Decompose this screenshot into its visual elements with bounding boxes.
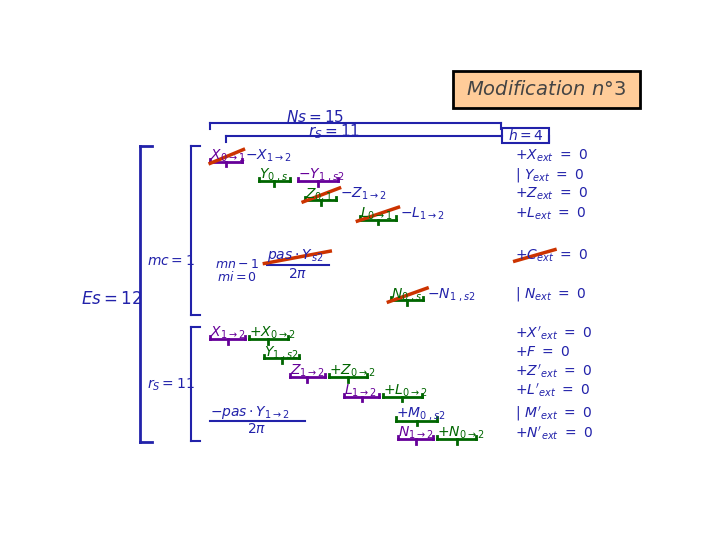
Text: $- N_{1\ ,s2}$: $- N_{1\ ,s2}$ [427, 286, 476, 303]
Text: $|\ M'_{ext}\ =\ 0$: $|\ M'_{ext}\ =\ 0$ [515, 404, 592, 423]
Text: $N_{1 \to 2}$: $N_{1 \to 2}$ [398, 424, 434, 441]
Text: $Ns = 15$: $Ns = 15$ [286, 109, 344, 125]
Text: $r_S = 11$: $r_S = 11$ [308, 123, 360, 141]
Text: $+N_{0 \to 2}$: $+N_{0 \to 2}$ [437, 424, 485, 441]
Text: $X_{1 \to 2}$: $X_{1 \to 2}$ [210, 325, 246, 341]
Text: $pas \cdot Y_{\,s2}$: $pas \cdot Y_{\,s2}$ [266, 247, 323, 264]
Text: $+C_{ext}\ =\ 0$: $+C_{ext}\ =\ 0$ [515, 247, 588, 264]
Text: $+ L_{0 \to 2}$: $+ L_{0 \to 2}$ [383, 382, 428, 399]
Text: $mi = 0$: $mi = 0$ [217, 269, 257, 284]
FancyBboxPatch shape [453, 71, 640, 108]
Text: $+X_{ext}\ =\ 0$: $+X_{ext}\ =\ 0$ [515, 147, 588, 164]
Text: $Z_{0,1}$: $Z_{0,1}$ [305, 186, 333, 202]
Text: $+ Z_{0 \to 2}$: $+ Z_{0 \to 2}$ [329, 363, 375, 380]
Text: $2\pi$: $2\pi$ [247, 422, 266, 436]
Text: $N_{0\ ,s}$: $N_{0\ ,s}$ [391, 286, 422, 303]
Text: $Y_{1\ ,s2}$: $Y_{1\ ,s2}$ [264, 343, 300, 361]
Text: $h = 4$: $h = 4$ [508, 128, 544, 143]
Text: $\mathit{Modification\ n°3}$: $\mathit{Modification\ n°3}$ [467, 80, 626, 99]
Text: $+M_{0\ ,s2}$: $+M_{0\ ,s2}$ [396, 405, 446, 422]
Text: $+Z_{ext}\ =\ 0$: $+Z_{ext}\ =\ 0$ [515, 186, 588, 202]
Text: $+F\ =\ 0$: $+F\ =\ 0$ [515, 345, 570, 359]
Text: $+Z'_{ext}\ =\ 0$: $+Z'_{ext}\ =\ 0$ [515, 362, 592, 380]
Text: $mc = 1$: $mc = 1$ [148, 254, 195, 268]
Text: $|\ N_{ext}\ =\ 0$: $|\ N_{ext}\ =\ 0$ [515, 285, 586, 303]
Text: $+L'_{ext}\ =\ 0$: $+L'_{ext}\ =\ 0$ [515, 382, 590, 399]
Text: $Es = 12$: $Es = 12$ [81, 291, 143, 308]
Text: $- Z_{1 \to 2}$: $- Z_{1 \to 2}$ [340, 186, 386, 202]
Text: $+X_{0 \to 2}$: $+X_{0 \to 2}$ [249, 325, 295, 341]
Text: $+N'_{ext}\ =\ 0$: $+N'_{ext}\ =\ 0$ [515, 424, 593, 442]
Text: $|\ Y_{ext}\ =\ 0$: $|\ Y_{ext}\ =\ 0$ [515, 166, 584, 184]
Text: $Y_{0\ ,s}$: $Y_{0\ ,s}$ [259, 166, 289, 184]
Text: $+X'_{ext}\ =\ 0$: $+X'_{ext}\ =\ 0$ [515, 324, 592, 342]
Text: $Z_{1 \to 2}$: $Z_{1 \to 2}$ [290, 363, 325, 380]
Text: $2\pi$: $2\pi$ [288, 267, 307, 281]
Text: $mn - 1$: $mn - 1$ [215, 259, 259, 272]
Text: $r_S = 11$: $r_S = 11$ [148, 376, 195, 393]
FancyBboxPatch shape [503, 128, 549, 143]
Text: $L_{1 \to 2}$: $L_{1 \to 2}$ [344, 382, 377, 399]
Text: $- L_{1 \to 2}$: $- L_{1 \to 2}$ [400, 205, 445, 221]
Text: $- X_{1 \to 2}$: $- X_{1 \to 2}$ [245, 147, 292, 164]
Text: $+L_{ext}\ =\ 0$: $+L_{ext}\ =\ 0$ [515, 205, 586, 221]
Text: $- Y_{1\ ,s2}$: $- Y_{1\ ,s2}$ [297, 166, 344, 184]
Text: $L_{0 \to 1}$: $L_{0 \to 1}$ [360, 205, 393, 221]
Text: $X_{0 \to 1}$: $X_{0 \to 1}$ [210, 147, 246, 164]
Text: $-pas \cdot Y_{1 \to 2}$: $-pas \cdot Y_{1 \to 2}$ [210, 404, 290, 421]
